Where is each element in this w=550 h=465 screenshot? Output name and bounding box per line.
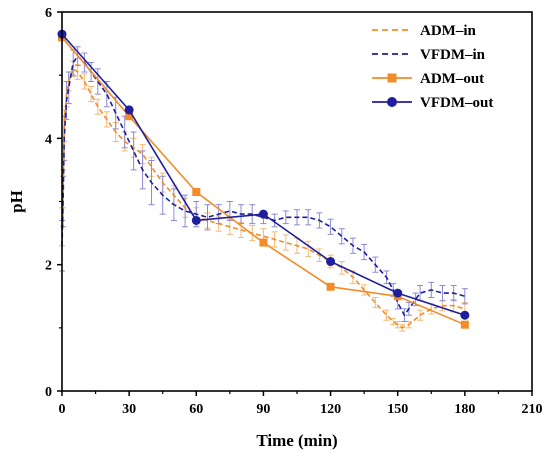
y-tick-label: 0: [45, 385, 52, 400]
legend-label: ADM–out: [420, 71, 484, 87]
legend-label: ADM–in: [420, 23, 476, 39]
plot-frame: [61, 11, 533, 392]
legend-marker-square: [387, 73, 397, 83]
data-point-square: [259, 238, 268, 247]
series-line: [61, 55, 466, 317]
legend-label: VFDM–in: [420, 47, 486, 63]
series-layer: [57, 29, 470, 329]
x-tick-label: 30: [122, 402, 136, 417]
x-tick-label: 0: [59, 402, 66, 417]
data-point-circle: [326, 257, 336, 267]
axes-layer: 0 30 60 90 120 150 180 210 0 2 4 6: [45, 6, 543, 417]
data-point-circle: [191, 215, 201, 225]
y-tick-label: 6: [45, 6, 52, 21]
legend-label: VFDM–out: [420, 95, 493, 111]
x-tick-label: 150: [387, 402, 408, 417]
x-tick-label: 90: [256, 402, 270, 417]
y-axis-title: pH: [7, 190, 26, 213]
error-bars-layer: [59, 46, 468, 332]
legend: ADM–in VFDM–in ADM–out VFDM–out: [372, 23, 493, 111]
data-point-circle: [258, 209, 268, 219]
series-line: [61, 36, 466, 326]
x-tick-label: 60: [189, 402, 203, 417]
y-tick-label: 2: [45, 259, 52, 274]
x-axis-title: Time (min): [256, 431, 337, 450]
series-line: [61, 68, 466, 329]
data-point-circle: [460, 310, 470, 320]
data-point-square: [125, 112, 134, 121]
data-point-square: [192, 188, 201, 197]
legend-marker-circle: [387, 97, 397, 107]
data-point-square: [460, 320, 469, 329]
x-tick-label: 120: [320, 402, 341, 417]
data-point-circle: [393, 288, 403, 298]
x-tick-label: 180: [454, 402, 475, 417]
x-tick-label: 210: [522, 402, 543, 417]
y-tick-label: 4: [45, 132, 52, 147]
data-point-square: [326, 282, 335, 291]
data-point-circle: [124, 105, 134, 115]
series-line: [61, 33, 466, 316]
